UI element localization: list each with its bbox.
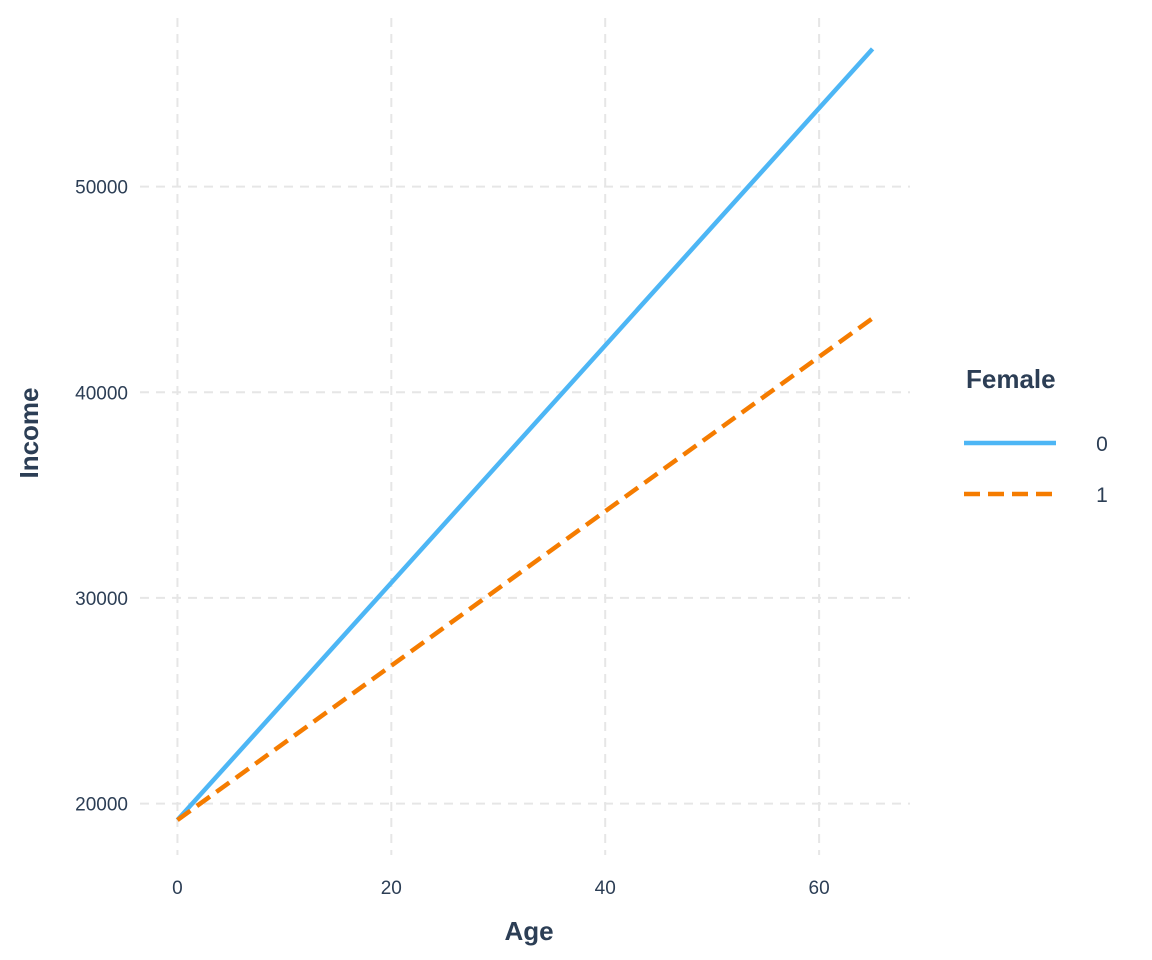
x-tick-label: 20 [381, 878, 402, 899]
grid-lines [140, 18, 910, 855]
legend: Female 0 1 [964, 364, 1108, 507]
x-tick-label: 40 [595, 878, 616, 899]
y-axis-title: Income [14, 387, 44, 478]
series-line-0 [175, 47, 875, 822]
series-lines [175, 47, 875, 822]
series-line-1 [176, 316, 874, 822]
x-axis-ticks: 0 20 40 60 [172, 878, 830, 899]
legend-label-1: 1 [1096, 484, 1108, 507]
y-tick-label: 50000 [75, 178, 128, 199]
legend-label-0: 0 [1096, 433, 1108, 456]
y-tick-label: 30000 [75, 589, 128, 610]
y-tick-label: 40000 [75, 383, 128, 404]
y-axis-ticks: 20000 30000 40000 50000 [75, 178, 128, 816]
x-tick-label: 60 [809, 878, 830, 899]
x-tick-label: 0 [172, 878, 183, 899]
x-axis-title: Age [504, 916, 553, 946]
legend-title: Female [966, 364, 1056, 394]
y-tick-label: 20000 [75, 795, 128, 816]
